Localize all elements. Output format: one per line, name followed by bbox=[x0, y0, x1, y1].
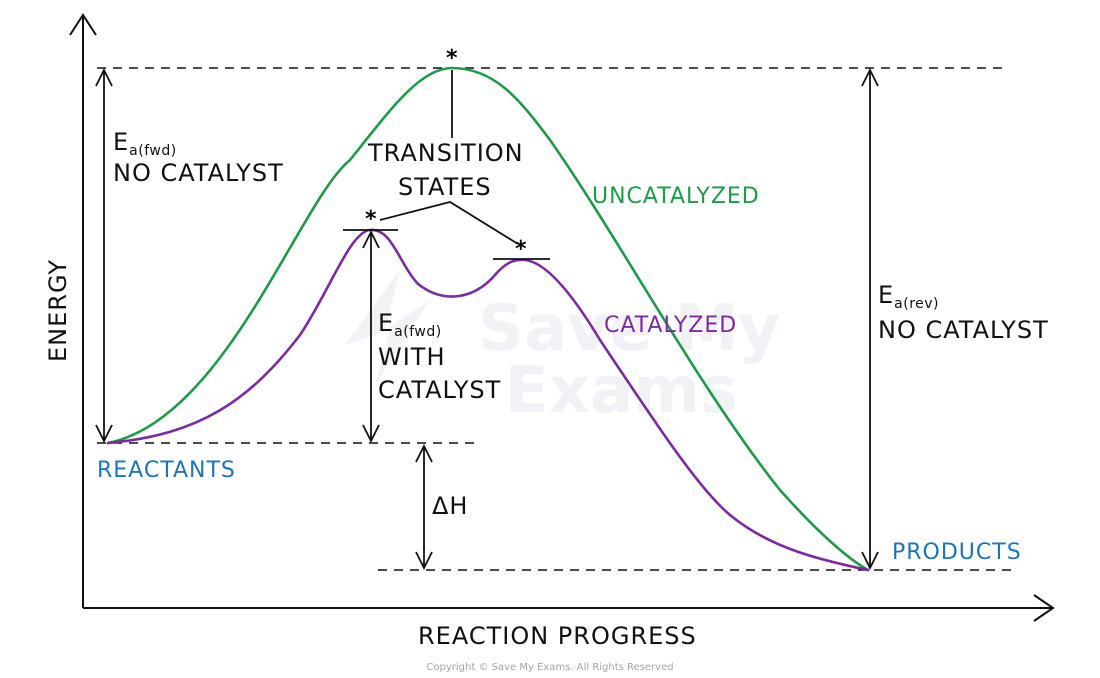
arrowhead-up-icon bbox=[861, 67, 879, 87]
axes: REACTION PROGRESS ENERGY bbox=[44, 13, 1055, 650]
uncatalyzed-label: UNCATALYZED bbox=[592, 184, 760, 209]
ea-rev-no-catalyst-desc: NO CATALYST bbox=[878, 316, 1049, 344]
ea-fwd-with-catalyst-desc1: WITH bbox=[378, 343, 446, 371]
x-axis-label: REACTION PROGRESS bbox=[418, 622, 697, 650]
x-axis-arrowhead-icon bbox=[1033, 594, 1055, 622]
ea-fwd-no-catalyst-symbol: Ea(fwd) bbox=[113, 128, 177, 159]
uncatalyzed-curve bbox=[106, 66, 870, 572]
watermark-line1: Save My bbox=[478, 292, 780, 366]
transition-states-label-line2: STATES bbox=[398, 173, 492, 201]
arrowhead-down-icon bbox=[362, 424, 380, 444]
catalyzed-curve bbox=[106, 228, 870, 572]
catalyzed-label: CATALYZED bbox=[604, 313, 737, 338]
reactants-label: REACTANTS bbox=[97, 458, 236, 483]
watermark-line2: Exams bbox=[505, 354, 738, 428]
ea-rev-no-catalyst-subscript: a(rev) bbox=[894, 296, 939, 312]
delta-h-label: ΔH bbox=[432, 492, 468, 520]
transition-state-markers: * * * bbox=[343, 46, 550, 262]
arrowhead-up-icon bbox=[362, 229, 380, 249]
arrowhead-up-icon bbox=[95, 67, 113, 87]
ea-fwd-no-catalyst-desc: NO CATALYST bbox=[113, 159, 284, 187]
ea-rev-no-catalyst-symbol: Ea(rev) bbox=[878, 281, 939, 312]
uncatalyzed-ts-star-icon: * bbox=[446, 46, 458, 71]
delta-h: ΔH bbox=[415, 443, 468, 571]
ea-fwd-no-catalyst: Ea(fwd) NO CATALYST bbox=[95, 67, 284, 444]
watermark: Save My Exams bbox=[345, 270, 780, 428]
arrowhead-down-icon bbox=[415, 551, 433, 571]
reference-lines bbox=[97, 67, 1012, 571]
catalyzed-ts1-star-icon: * bbox=[365, 207, 377, 232]
watermark-logo-icon bbox=[345, 270, 430, 385]
ea-fwd-with-catalyst-symbol: Ea(fwd) bbox=[378, 309, 442, 340]
ea-fwd-with-catalyst-subscript: a(fwd) bbox=[394, 324, 442, 340]
ea-rev-no-catalyst: Ea(rev) NO CATALYST bbox=[861, 67, 1049, 571]
arrowhead-down-icon bbox=[861, 551, 879, 571]
arrowhead-down-icon bbox=[95, 424, 113, 444]
y-axis-arrowhead-icon bbox=[69, 13, 97, 36]
arrowhead-up-icon bbox=[415, 443, 433, 463]
copyright-text: Copyright © Save My Exams. All Rights Re… bbox=[426, 662, 673, 673]
ea-fwd-no-catalyst-subscript: a(fwd) bbox=[129, 143, 177, 159]
ea-fwd-with-catalyst-desc2: CATALYST bbox=[378, 376, 501, 404]
y-axis-label: ENERGY bbox=[44, 259, 72, 362]
transition-states-label-line1: TRANSITION bbox=[367, 139, 524, 167]
ea-fwd-with-catalyst: Ea(fwd) WITH CATALYST bbox=[362, 229, 501, 444]
ts-pointer-catalyzed bbox=[379, 201, 519, 245]
products-label: PRODUCTS bbox=[892, 540, 1022, 565]
